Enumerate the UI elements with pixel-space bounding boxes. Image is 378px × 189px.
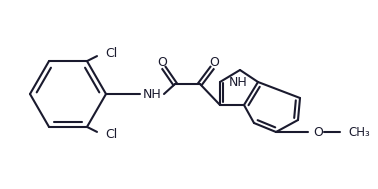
Text: Cl: Cl xyxy=(105,128,117,141)
Text: O: O xyxy=(157,56,167,68)
Text: O: O xyxy=(209,56,219,68)
Text: NH: NH xyxy=(229,77,247,90)
Text: CH₃: CH₃ xyxy=(348,125,370,139)
Text: O: O xyxy=(313,125,323,139)
Text: NH: NH xyxy=(143,88,161,101)
Text: Cl: Cl xyxy=(105,47,117,60)
